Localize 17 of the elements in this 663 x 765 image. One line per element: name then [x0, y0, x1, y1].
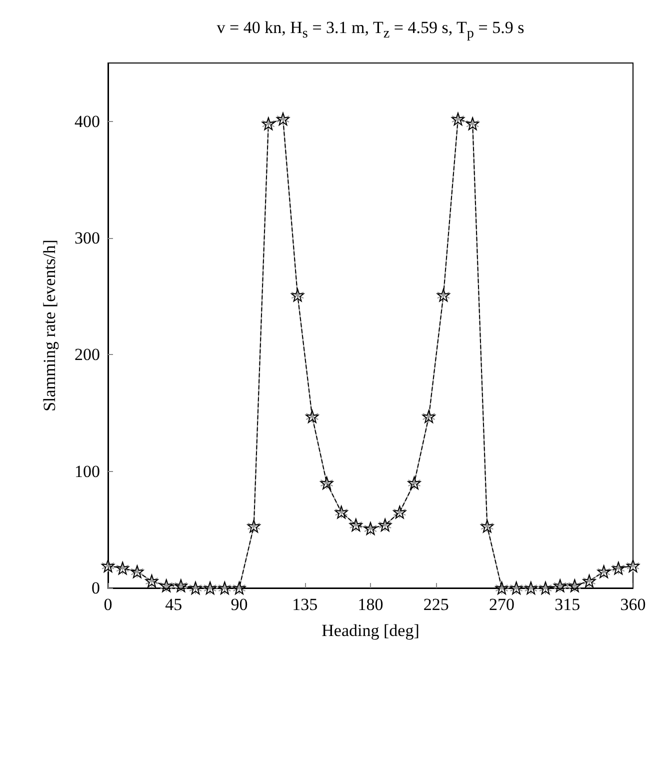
y-tick-label: 100 [74, 462, 100, 481]
y-tick-label: 400 [74, 112, 100, 131]
y-tick-label: 0 [92, 578, 100, 598]
x-tick-label: 360 [620, 595, 646, 614]
x-axis-title: Heading [deg] [322, 621, 420, 640]
y-tick-label: 300 [74, 228, 100, 248]
x-tick-label: 315 [554, 595, 580, 614]
x-tick-label: 135 [292, 595, 318, 614]
x-tick-label: 45 [165, 595, 182, 614]
x-tick-label: 90 [230, 595, 248, 614]
x-tick-label: 225 [423, 595, 449, 614]
y-tick-label: 200 [74, 345, 100, 364]
y-axis-title: Slamming rate [events/h] [40, 240, 59, 412]
x-tick-label: 0 [104, 595, 112, 614]
chart-title: v = 40 kn, H$_{s}$ = 3.1 m, T$_{z}$ = 4.59 s, T$_{p}$ = 5.9 s [216, 18, 526, 42]
x-tick-label: 180 [358, 595, 384, 614]
x-tick-label: 270 [489, 595, 514, 614]
